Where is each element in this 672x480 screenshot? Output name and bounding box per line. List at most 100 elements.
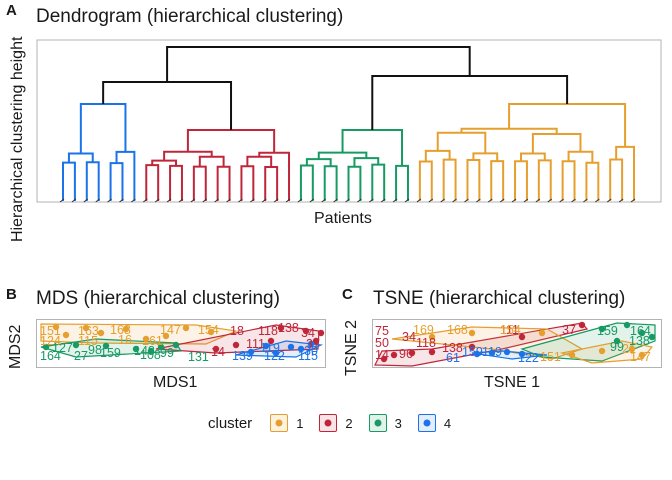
legend-key-4 — [417, 414, 436, 432]
dendrogram-leaf-label — [95, 198, 100, 203]
dendrogram-branch-cluster-4 — [62, 161, 76, 201]
point-label-cluster-2: 118 — [416, 336, 436, 350]
dendrogram-leaf-label — [630, 198, 636, 203]
point-label-cluster-1: 16 — [118, 333, 132, 347]
point-cluster-2 — [428, 348, 436, 356]
point-label-cluster-1: 151 — [540, 350, 561, 364]
dendrogram-leaf-label — [238, 198, 243, 203]
dendrogram-leaf-label — [416, 198, 422, 203]
point-cluster-3 — [72, 341, 80, 349]
point-label-cluster-2: 75 — [375, 324, 389, 338]
legend-label-1: 1 — [296, 415, 304, 431]
point-cluster-3 — [613, 337, 621, 345]
point-label-cluster-4: 122 — [264, 349, 285, 363]
dendrogram-branch-cluster-2 — [264, 165, 279, 201]
point-cluster-3 — [598, 325, 606, 333]
point-cluster-4 — [262, 342, 270, 350]
legend-key-3 — [368, 414, 387, 432]
panel-letter-b: B — [6, 286, 17, 303]
point-cluster-1 — [428, 333, 436, 341]
point-cluster-3 — [147, 347, 155, 355]
dendrogram-plot — [36, 39, 662, 203]
dendrogram-leaf-label — [297, 198, 303, 203]
point-cluster-3 — [42, 343, 50, 351]
point-label-cluster-2: 14 — [375, 348, 389, 362]
point-label-cluster-1: 151 — [40, 324, 61, 338]
point-label-cluster-3: 148 — [134, 344, 155, 358]
dendrogram-leaf-label — [606, 198, 612, 203]
point-label-cluster-1: 168 — [110, 323, 131, 337]
dendrogram-branch-cluster-1 — [537, 159, 552, 201]
point-cluster-1 — [568, 351, 576, 359]
point-label-cluster-3: 164 — [40, 349, 61, 363]
point-cluster-2 — [277, 324, 285, 332]
dendrogram-leaf-label — [487, 198, 493, 203]
dendrogram-leaf-label — [368, 198, 374, 203]
point-cluster-3 — [638, 329, 646, 337]
point-label-cluster-2: 18 — [230, 324, 244, 338]
point-cluster-4 — [247, 348, 255, 356]
point-cluster-4 — [307, 340, 315, 348]
dendrogram-leaf-label — [107, 198, 112, 203]
point-cluster-1 — [182, 324, 190, 332]
legend-label-3: 3 — [394, 415, 402, 431]
tsne-title: TSNE (hierarchical clustering) — [373, 288, 626, 309]
point-label-cluster-3: 127 — [52, 341, 73, 355]
dendrogram-branch-cluster-3 — [299, 164, 314, 201]
point-cluster-1 — [598, 347, 606, 355]
dendrogram-leaf-label — [428, 198, 434, 203]
point-label-cluster-3: 27 — [74, 349, 88, 363]
mds-xlabel: MDS1 — [153, 374, 198, 391]
dendrogram-branches — [59, 46, 636, 203]
dendrogram-branch-cluster-1 — [531, 132, 582, 154]
point-cluster-2 — [380, 355, 388, 363]
legend-title: cluster — [208, 414, 253, 432]
point-cluster-2 — [267, 337, 275, 345]
point-label-cluster-1: 147 — [160, 323, 181, 337]
dendrogram-leaf-label — [618, 198, 624, 203]
point-cluster-2 — [518, 333, 526, 341]
point-label-cluster-1: 169 — [413, 323, 434, 337]
point-label-cluster-2: 118 — [258, 324, 278, 338]
dendrogram-leaf-label — [345, 198, 350, 203]
dendrogram-xlabel: Patients — [314, 210, 372, 227]
hull-cluster-4 — [235, 340, 324, 358]
dendrogram-leaf-label — [452, 198, 457, 203]
point-label-cluster-2: 50 — [375, 336, 389, 350]
point-cluster-4 — [272, 349, 280, 357]
point-label-cluster-1: 124 — [40, 334, 61, 348]
dendrogram-leaf-label — [499, 198, 505, 203]
dendrogram-branch-cluster-1 — [466, 158, 481, 201]
dendrogram-branch-cluster-1 — [585, 161, 600, 201]
panel-letter-c: C — [342, 286, 353, 303]
cluster-legend: cluster 1 2 3 4 — [208, 414, 455, 432]
dendrogram-leaf-label — [285, 198, 291, 203]
dendrogram-leaf-label — [321, 198, 327, 203]
dendrogram-leaf-label — [595, 198, 600, 203]
point-cluster-1 — [62, 331, 70, 339]
point-label-cluster-1: 161 — [142, 334, 163, 348]
point-cluster-2 — [578, 321, 586, 329]
point-cluster-4 — [503, 348, 511, 356]
dendrogram-branch-root — [166, 46, 471, 82]
legend-label-2: 2 — [345, 415, 353, 431]
dendrogram-branch-cluster-2 — [145, 164, 160, 201]
tsne-ylabel: TSNE 2 — [343, 319, 360, 376]
point-cluster-4 — [518, 350, 526, 358]
point-label-cluster-1: 163 — [78, 324, 99, 338]
dendrogram-branch-cluster-1 — [472, 152, 499, 162]
dendrogram-leaf-label — [178, 198, 184, 203]
point-label-cluster-3: 159 — [597, 324, 618, 338]
point-label-cluster-2: 37 — [562, 323, 576, 337]
dendrogram-leaf-label — [559, 198, 564, 203]
dendrogram-branch-cluster-1 — [424, 149, 451, 162]
dendrogram-leaf-label — [83, 198, 89, 203]
point-label-cluster-3: 98 — [88, 343, 102, 357]
point-label-cluster-4: 122 — [518, 351, 539, 365]
dendrogram-leaf-label — [476, 198, 481, 203]
dendrogram-branch-cluster-2 — [163, 150, 213, 161]
point-cluster-2 — [232, 341, 240, 349]
